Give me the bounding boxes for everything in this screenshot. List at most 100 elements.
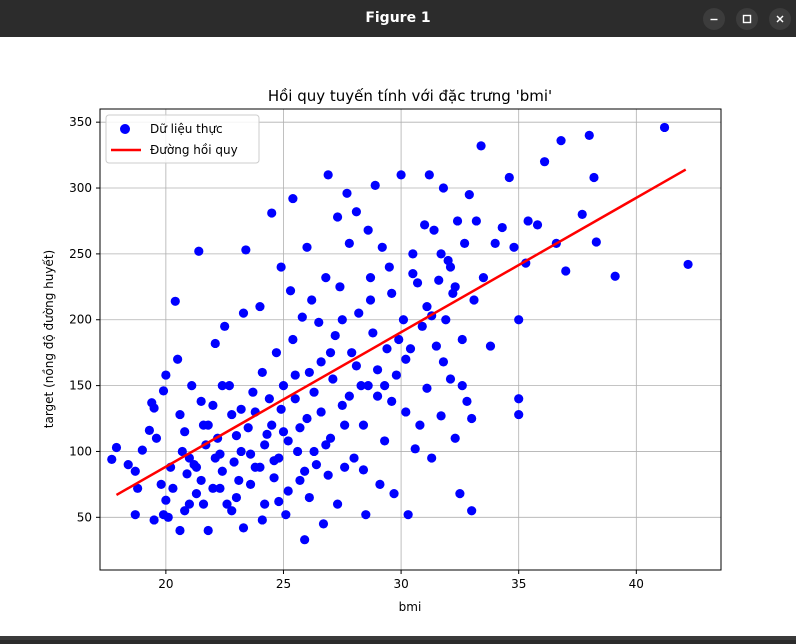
data-point [234,475,244,486]
regression-line [115,168,687,497]
regression-line-layer [115,168,687,497]
data-point [170,296,180,306]
data-point [267,420,277,430]
y-tick-label: 50 [77,510,92,524]
data-point [295,475,305,486]
maximize-button[interactable] [736,8,758,30]
data-point [344,391,354,401]
data-point [316,407,326,417]
data-point [283,436,293,446]
data-point [398,315,409,325]
data-point [318,519,329,529]
data-point [589,172,599,183]
data-point [196,396,206,407]
data-point [478,272,489,283]
data-point [431,341,441,351]
data-point [245,479,256,489]
data-point [412,278,423,288]
data-point [438,183,449,193]
data-point [297,312,307,322]
close-icon [776,15,784,23]
data-point [173,354,183,364]
data-point [427,453,437,463]
data-point [415,420,425,430]
data-point [158,386,169,396]
data-point [314,317,324,327]
data-point [457,334,467,345]
data-point [410,444,420,454]
data-point [260,499,270,509]
regression-chart: 20 25 30 35 40 50 100 150 200 250 300 350 Hồi quy t… [42,87,722,614]
x-tick-label: 20 [158,577,173,591]
maximize-icon [742,14,752,24]
data-point [194,246,204,256]
data-point [372,365,383,375]
data-point [354,308,364,318]
chart-title: Hồi quy tuyến tính với đặc trưng 'bmi' [268,87,552,105]
data-point [342,188,352,198]
data-point [436,249,446,259]
x-axis-label: bmi [399,600,422,614]
data-point [210,338,220,349]
data-point [260,440,270,450]
data-point [422,301,432,312]
data-point [450,282,460,292]
data-point [335,282,345,292]
data-point [417,321,427,331]
data-point [457,381,467,391]
data-point [332,499,343,509]
minimize-button[interactable] [703,8,725,30]
data-point [241,245,251,255]
data-point [243,423,253,433]
data-point [321,440,331,450]
close-button[interactable] [769,8,791,30]
data-point [387,396,397,407]
data-point [372,391,383,401]
data-point [302,413,312,424]
data-point [156,479,166,489]
data-point [460,238,470,248]
legend-label-points: Dữ liệu thực [150,122,223,136]
data-point [217,466,227,476]
data-point [455,489,465,499]
data-point [467,506,477,516]
data-point [337,315,347,325]
data-point [257,367,267,378]
data-point [490,238,500,248]
data-point [323,170,333,180]
data-point [408,249,418,259]
data-point [264,394,274,404]
data-point [307,295,317,305]
data-point [363,381,373,391]
data-point [467,413,477,424]
title-bar: Figure 1 [0,0,796,37]
data-point [130,466,140,476]
y-axis-label: target (nồng độ đường huyết) [42,250,56,428]
data-point [278,381,289,391]
data-point [462,396,472,407]
data-point [278,427,289,437]
data-point [300,466,310,476]
data-point [262,429,272,439]
y-tick-label: 200 [69,313,92,327]
data-point [328,374,338,384]
data-point [577,209,587,219]
data-point [452,216,463,226]
data-point [274,496,284,507]
data-point [584,130,594,140]
data-point [269,473,279,483]
data-point [151,433,162,443]
data-point [276,404,286,414]
data-point [304,367,314,378]
data-point [208,400,218,410]
data-point [182,469,192,479]
data-point [450,433,460,443]
data-point [420,220,430,230]
data-point [180,506,190,516]
y-tick-label: 350 [69,115,92,129]
data-point [311,460,322,470]
legend-marker-points [120,124,130,134]
data-point [203,525,213,536]
data-point [340,462,350,472]
data-point [257,515,267,525]
